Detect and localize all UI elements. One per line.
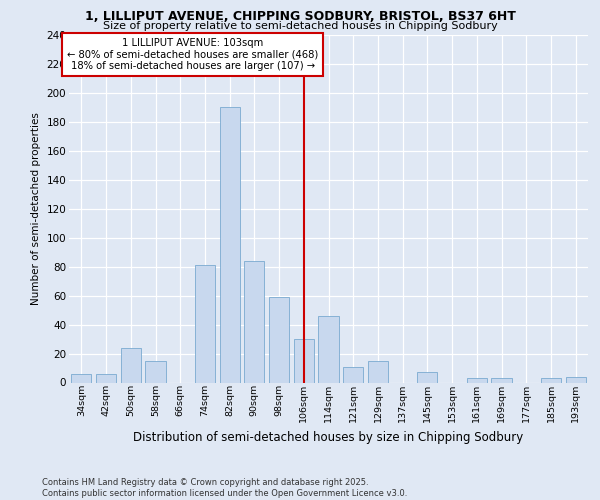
Y-axis label: Number of semi-detached properties: Number of semi-detached properties — [31, 112, 41, 305]
Bar — [121, 348, 141, 382]
Bar — [96, 374, 116, 382]
Bar — [195, 265, 215, 382]
Bar — [293, 339, 314, 382]
Text: Size of property relative to semi-detached houses in Chipping Sodbury: Size of property relative to semi-detach… — [103, 21, 497, 31]
Bar — [343, 366, 364, 382]
Bar — [368, 361, 388, 382]
Bar — [244, 261, 265, 382]
X-axis label: Distribution of semi-detached houses by size in Chipping Sodbury: Distribution of semi-detached houses by … — [133, 430, 524, 444]
Bar — [467, 378, 487, 382]
Bar — [491, 378, 512, 382]
Text: Contains HM Land Registry data © Crown copyright and database right 2025.
Contai: Contains HM Land Registry data © Crown c… — [42, 478, 407, 498]
Bar — [220, 108, 240, 382]
Text: 1 LILLIPUT AVENUE: 103sqm
← 80% of semi-detached houses are smaller (468)
18% of: 1 LILLIPUT AVENUE: 103sqm ← 80% of semi-… — [67, 38, 318, 71]
Text: 1, LILLIPUT AVENUE, CHIPPING SODBURY, BRISTOL, BS37 6HT: 1, LILLIPUT AVENUE, CHIPPING SODBURY, BR… — [85, 10, 515, 23]
Bar — [417, 372, 437, 382]
Bar — [541, 378, 561, 382]
Bar — [269, 297, 289, 382]
Bar — [71, 374, 91, 382]
Bar — [566, 376, 586, 382]
Bar — [319, 316, 338, 382]
Bar — [145, 361, 166, 382]
